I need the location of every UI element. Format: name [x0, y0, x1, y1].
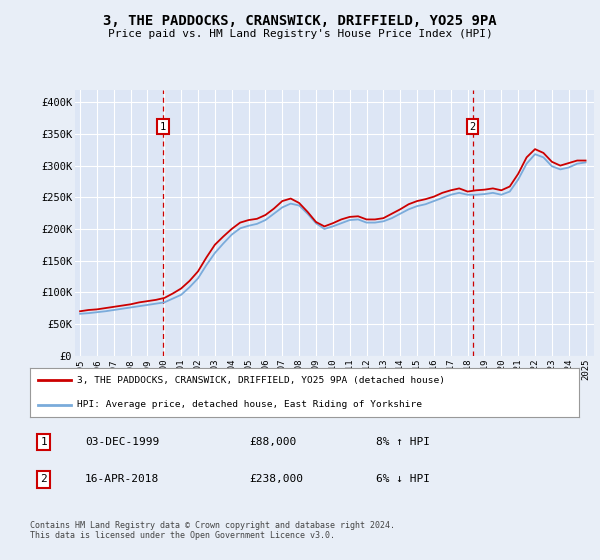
Text: 2: 2 — [469, 122, 476, 132]
Text: Price paid vs. HM Land Registry's House Price Index (HPI): Price paid vs. HM Land Registry's House … — [107, 29, 493, 39]
Text: 3, THE PADDOCKS, CRANSWICK, DRIFFIELD, YO25 9PA (detached house): 3, THE PADDOCKS, CRANSWICK, DRIFFIELD, Y… — [77, 376, 445, 385]
Text: Contains HM Land Registry data © Crown copyright and database right 2024.
This d: Contains HM Land Registry data © Crown c… — [30, 521, 395, 540]
Text: £88,000: £88,000 — [250, 437, 297, 447]
Text: 03-DEC-1999: 03-DEC-1999 — [85, 437, 159, 447]
Text: £238,000: £238,000 — [250, 474, 304, 484]
Text: HPI: Average price, detached house, East Riding of Yorkshire: HPI: Average price, detached house, East… — [77, 400, 422, 409]
Text: 8% ↑ HPI: 8% ↑ HPI — [376, 437, 430, 447]
Text: 16-APR-2018: 16-APR-2018 — [85, 474, 159, 484]
Text: 1: 1 — [40, 437, 47, 447]
Text: 3, THE PADDOCKS, CRANSWICK, DRIFFIELD, YO25 9PA: 3, THE PADDOCKS, CRANSWICK, DRIFFIELD, Y… — [103, 14, 497, 28]
Text: 2: 2 — [40, 474, 47, 484]
Text: 1: 1 — [160, 122, 166, 132]
Text: 6% ↓ HPI: 6% ↓ HPI — [376, 474, 430, 484]
